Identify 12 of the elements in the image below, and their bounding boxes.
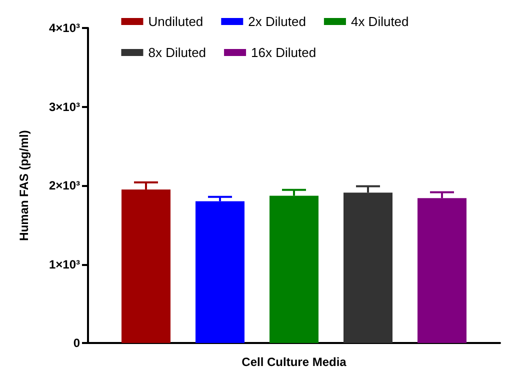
y-tick-label: 1×10³ [48,257,80,272]
y-tick-label: 4×10³ [48,21,80,35]
legend-label: 4x Diluted [350,14,409,29]
legend-label: Undiluted [148,14,204,29]
y-tick-label: 0 [73,336,80,350]
legend-label: 16x Diluted [251,45,316,60]
y-axis-title: Human FAS (pg/ml) [17,130,31,241]
y-tick-label: 3×10³ [48,100,80,114]
y-tick-label: 2×10³ [48,178,80,192]
legend-label: 2x Diluted [248,14,306,29]
x-axis-title: Cell Culture Media [242,354,347,369]
legend-label: 8x Diluted [148,45,206,60]
